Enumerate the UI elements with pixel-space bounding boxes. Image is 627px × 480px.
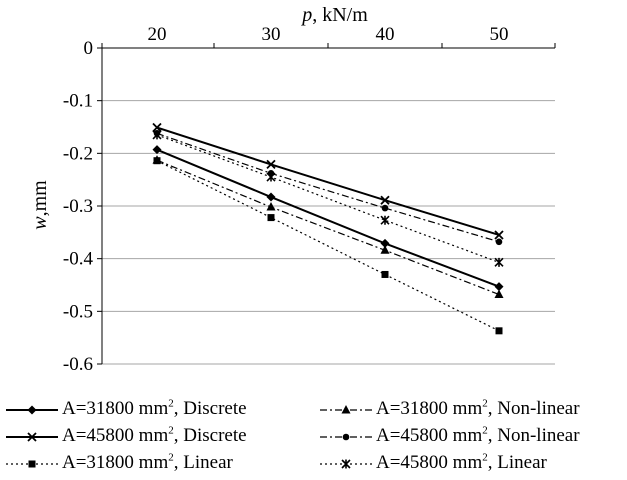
y-axis-label: w,mm [29,180,51,230]
series-line [153,130,503,246]
y-tick-label: -0.6 [63,354,93,375]
data-point [152,145,162,155]
gridlines [102,100,555,365]
y-tick-label: -0.3 [63,196,93,217]
data-point [266,192,276,202]
legend-label: A=45800 mm2, Linear [376,451,547,473]
series-line [152,122,504,240]
legend-item: A=31800 mm2, Discrete [4,397,247,421]
legend-label: A=31800 mm2, Non-linear [376,397,580,419]
axes [97,43,556,365]
data-point [380,245,390,254]
series-path [156,132,500,243]
series-line [152,155,504,298]
series-path [156,148,500,288]
data-point [495,238,503,246]
legend-label: A=45800 mm2, Non-linear [376,424,580,446]
data-point [494,230,504,240]
data-point [342,433,350,441]
y-tick-label: -0.1 [63,91,93,112]
data-point [266,202,276,211]
data-point [266,172,276,182]
legend-item: A=45800 mm2, Non-linear [318,424,580,448]
series-line [152,130,504,267]
series-path [156,160,500,332]
legend-item: A=31800 mm2, Linear [4,451,233,475]
data-point [495,327,503,335]
legend-symbol [320,433,372,441]
data-point [28,460,36,468]
x-tick-label: 30 [262,24,281,45]
legend-item: A=31800 mm2, Non-linear [318,397,580,421]
legend-symbol [6,405,58,415]
y-tick-label: -0.5 [63,301,93,322]
chart-plot: 0 -0.1 -0.2 -0.3 -0.4 -0.5 -0.6 20 30 40 50 p, kN/… [29,4,556,375]
data-point [494,289,504,298]
series-group [152,122,504,335]
data-point [27,405,37,415]
legend-symbol [6,460,58,468]
legend-item: A=45800 mm2, Discrete [4,424,247,448]
legend-label: A=45800 mm2, Discrete [62,424,247,446]
series-line [152,145,504,292]
data-point [380,215,390,225]
legend: A=31800 mm2, Discrete A=45800 mm2, Discr… [0,392,627,480]
data-point [341,405,351,414]
data-point [494,282,504,292]
data-point [341,459,351,469]
y-tick-label: -0.2 [63,143,93,164]
data-point [380,195,390,205]
x-tick-label: 50 [490,24,509,45]
legend-symbol [320,405,372,414]
x-tick-label: 40 [376,24,395,45]
data-point [152,122,162,133]
legend-label: A=31800 mm2, Discrete [62,397,247,419]
legend-symbol [320,459,372,469]
series-line [153,157,503,335]
series-path [156,159,500,296]
x-tick-label: 20 [148,24,167,45]
data-point [27,432,37,442]
legend-label: A=31800 mm2, Linear [62,451,233,473]
data-point [494,257,504,267]
series-path [156,134,500,263]
legend-symbol [6,432,58,442]
x-axis-label: p, kN/m [300,4,368,26]
tick-labels: 0 -0.1 -0.2 -0.3 -0.4 -0.5 -0.6 20 30 40 50 [63,24,509,375]
legend-item: A=45800 mm2, Linear [318,451,547,475]
data-point [380,238,390,248]
data-point [381,270,389,278]
data-point [266,159,276,170]
data-point [381,204,389,212]
y-tick-label: -0.4 [63,249,94,270]
data-point [152,155,162,164]
data-point [152,130,162,140]
data-point [267,214,275,222]
y-tick-label: 0 [84,38,94,59]
series-path [156,126,500,236]
